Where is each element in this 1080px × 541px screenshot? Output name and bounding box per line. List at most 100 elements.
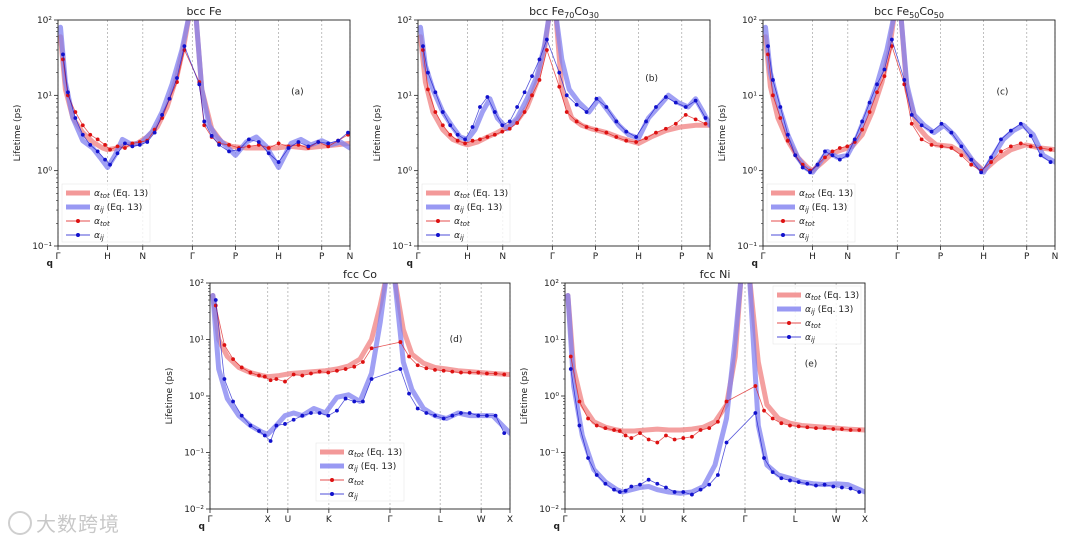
data-point bbox=[478, 137, 482, 142]
data-point bbox=[1048, 160, 1053, 164]
chart-title: fcc Ni bbox=[700, 268, 731, 281]
data-point bbox=[346, 130, 350, 135]
data-point bbox=[646, 437, 651, 442]
legend-label: αij (Eq. 13) bbox=[805, 305, 853, 316]
data-point bbox=[209, 133, 214, 138]
data-point bbox=[316, 140, 321, 144]
y-tick-label: 10² bbox=[37, 16, 52, 26]
legend-label: αtot (Eq. 13) bbox=[94, 189, 148, 200]
data-point bbox=[115, 144, 120, 149]
data-point bbox=[1038, 153, 1043, 158]
data-point bbox=[202, 123, 207, 128]
data-point bbox=[909, 121, 914, 126]
legend-marker bbox=[436, 219, 440, 223]
x-axis-label: q bbox=[407, 259, 413, 269]
data-point bbox=[222, 377, 227, 381]
data-point bbox=[73, 110, 78, 114]
data-point bbox=[485, 135, 490, 139]
y-tick-label: 10¹ bbox=[189, 336, 204, 346]
data-point bbox=[949, 146, 954, 150]
data-point bbox=[485, 413, 489, 418]
data-point bbox=[604, 105, 609, 109]
data-point bbox=[715, 473, 720, 477]
data-point bbox=[823, 149, 827, 154]
data-point bbox=[407, 354, 411, 359]
data-point bbox=[604, 130, 609, 135]
data-point bbox=[343, 396, 348, 401]
x-tick-label: X bbox=[620, 515, 626, 525]
data-point bbox=[369, 346, 374, 351]
data-point bbox=[274, 377, 279, 381]
data-point bbox=[778, 105, 783, 109]
data-point bbox=[693, 117, 698, 122]
data-point bbox=[845, 153, 850, 158]
x-tick-label: P bbox=[1024, 252, 1030, 262]
y-tick-label: 10⁰ bbox=[189, 392, 204, 402]
y-tick-label: 10⁰ bbox=[397, 167, 412, 177]
panel-annotation: (b) bbox=[645, 74, 658, 84]
data-point bbox=[614, 119, 619, 124]
data-point bbox=[672, 490, 677, 494]
y-tick-label: 10⁻¹ bbox=[392, 242, 412, 252]
data-point bbox=[530, 74, 534, 79]
data-point bbox=[217, 142, 222, 147]
x-tick-label: P bbox=[938, 252, 944, 262]
data-point bbox=[830, 153, 835, 158]
data-point bbox=[507, 119, 512, 124]
data-point bbox=[1018, 121, 1023, 126]
y-tick-label: 10¹ bbox=[397, 91, 412, 101]
chart-panel-2: 10⁻¹ 10⁰ 10¹ 10² Γ H N Γ P H P Nq Lifetime (ps) bcc F… bbox=[373, 5, 713, 269]
data-point bbox=[770, 470, 775, 474]
series-line-tot-fit bbox=[58, 20, 350, 153]
data-point bbox=[693, 98, 698, 103]
data-point bbox=[352, 399, 357, 404]
data-point bbox=[500, 129, 505, 134]
data-point bbox=[276, 160, 281, 164]
data-point bbox=[564, 93, 569, 98]
data-point bbox=[959, 144, 964, 149]
chart-panel-1: 10⁻¹ 10⁰ 10¹ 10² Γ H N Γ P H P Nq Lifetime (ps) bcc F… bbox=[13, 5, 353, 269]
legend-label: αij (Eq. 13) bbox=[94, 203, 142, 214]
plot-area bbox=[565, 283, 865, 497]
data-point bbox=[248, 370, 253, 375]
data-point bbox=[603, 426, 608, 431]
x-tick-label: K bbox=[681, 515, 688, 525]
y-axis-label: Lifetime (ps) bbox=[718, 105, 728, 162]
data-point bbox=[433, 90, 438, 95]
legend-label: αtot bbox=[799, 217, 815, 228]
data-point bbox=[805, 425, 810, 430]
data-point bbox=[103, 142, 107, 147]
data-point bbox=[492, 132, 497, 137]
data-point bbox=[459, 411, 463, 415]
data-point bbox=[999, 149, 1003, 154]
data-point bbox=[875, 90, 879, 95]
data-point bbox=[785, 132, 790, 137]
x-tick-label: Γ bbox=[760, 252, 765, 262]
data-point bbox=[440, 110, 445, 114]
y-tick-label: 10⁻¹ bbox=[539, 449, 559, 459]
panel-annotation: (c) bbox=[996, 88, 1008, 98]
x-tick-label: L bbox=[793, 515, 798, 525]
data-point bbox=[673, 100, 678, 105]
data-point bbox=[450, 369, 455, 374]
data-point bbox=[724, 440, 729, 445]
y-tick-label: 10¹ bbox=[742, 91, 757, 101]
data-point bbox=[515, 121, 520, 125]
data-point bbox=[441, 368, 446, 373]
chart-panel-4: 10⁻² 10⁻¹ 10⁰ 10¹ 10² Γ X U K Γ L W Xq Lifetime (ps) f… bbox=[165, 268, 513, 532]
data-point bbox=[360, 399, 365, 404]
legend-label: αtot (Eq. 13) bbox=[805, 291, 859, 302]
data-point bbox=[426, 70, 430, 75]
series-line-ij-points bbox=[767, 38, 1051, 173]
data-point bbox=[698, 428, 703, 432]
data-point bbox=[440, 123, 445, 128]
chart-title: bcc Fe50Co50 bbox=[874, 5, 944, 20]
data-point bbox=[857, 490, 862, 494]
data-point bbox=[1008, 128, 1013, 133]
data-point bbox=[407, 391, 411, 396]
data-point bbox=[300, 373, 305, 378]
data-point bbox=[762, 456, 766, 460]
data-point bbox=[343, 367, 348, 371]
y-tick-label: 10¹ bbox=[544, 336, 559, 346]
plot-area bbox=[418, 20, 710, 148]
